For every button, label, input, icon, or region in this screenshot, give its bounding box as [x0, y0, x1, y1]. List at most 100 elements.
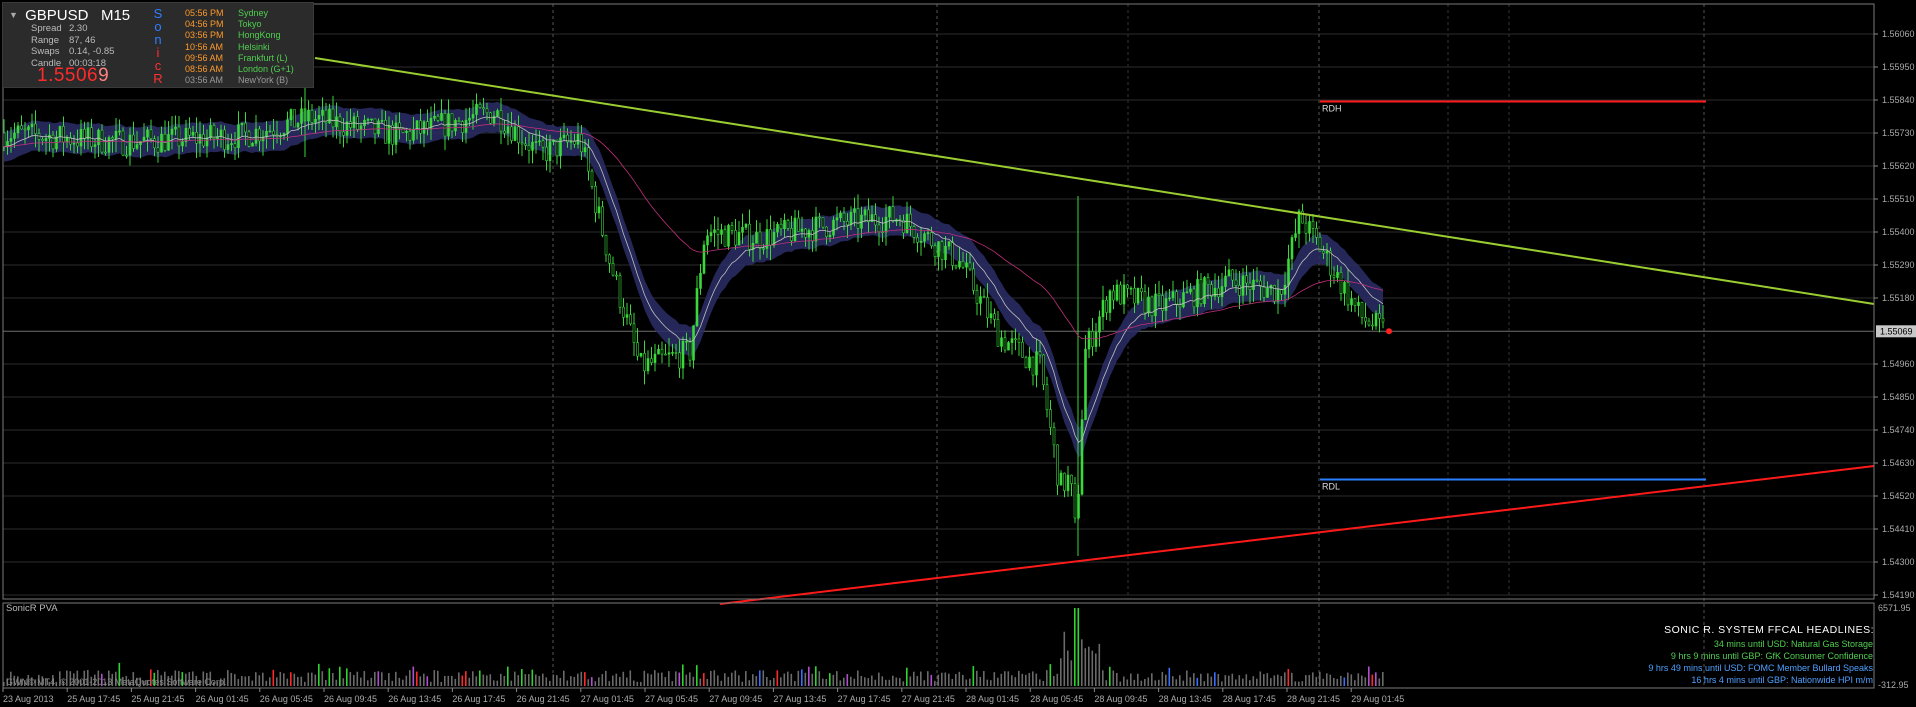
volume-bar	[318, 663, 320, 686]
volume-bar	[549, 680, 551, 686]
volume-bar	[818, 671, 821, 686]
candle-body	[1241, 275, 1245, 296]
candle-body	[188, 127, 191, 136]
candle-body	[643, 353, 646, 372]
volume-bar	[1266, 673, 1269, 686]
candle-body	[1301, 210, 1304, 224]
volume-bar	[269, 677, 271, 686]
volume-bar	[811, 673, 814, 686]
volume-bar	[409, 670, 411, 686]
volume-bar	[230, 672, 233, 686]
volume-bar	[1308, 675, 1311, 686]
volume-bar	[615, 673, 618, 686]
volume-bar	[1228, 675, 1230, 686]
volume-bar	[969, 678, 971, 686]
headline-item: 34 mins until USD: Natural Gas Storage	[1713, 639, 1873, 649]
candle-body	[93, 144, 97, 147]
candle-body	[90, 127, 93, 147]
candle-body	[1322, 250, 1325, 254]
candle-body	[699, 272, 702, 289]
volume-bar	[979, 676, 982, 686]
volume-bar	[797, 670, 800, 686]
volume-bar	[1109, 666, 1111, 686]
volume-bar	[1179, 675, 1181, 686]
candle-body	[709, 232, 713, 237]
volume-bar	[692, 676, 695, 686]
candle-body	[464, 119, 468, 133]
volume-bar	[108, 670, 110, 686]
candle-body	[545, 146, 548, 161]
volume-bar	[1280, 676, 1283, 686]
candle-body	[646, 358, 650, 372]
volume-bar	[1105, 680, 1108, 686]
candle-body	[986, 297, 989, 319]
candle-body	[482, 107, 485, 110]
volume-bar	[437, 670, 439, 686]
candle-body	[681, 340, 685, 369]
candle-body	[198, 134, 202, 144]
volume-bar	[1116, 672, 1118, 686]
candle-body	[1133, 287, 1136, 304]
volume-bar	[1361, 675, 1363, 686]
candle-body	[1056, 444, 1059, 486]
candle-body	[1276, 289, 1280, 302]
volume-bar	[202, 671, 205, 686]
volume-bar	[1102, 670, 1104, 686]
sonic-letter: n	[154, 32, 162, 47]
volume-bar	[1193, 673, 1195, 686]
volume-bar	[1287, 669, 1290, 686]
candle-body	[34, 123, 37, 134]
session-time: 08:56 AM	[185, 64, 224, 75]
candle-body	[608, 254, 611, 264]
candle-body	[415, 120, 419, 130]
volume-bar	[1186, 670, 1188, 686]
volume-bar	[965, 679, 968, 686]
volume-bar	[356, 671, 359, 686]
volume-bar	[178, 671, 180, 686]
candle-body	[674, 352, 678, 354]
volume-bar	[209, 671, 212, 686]
volume-bar	[1326, 673, 1328, 686]
candle-body	[776, 223, 779, 233]
spread-value: 2.30	[69, 23, 88, 34]
candle-body	[594, 185, 597, 214]
session-name: NewYork (B)	[238, 75, 289, 86]
candle-body	[832, 219, 835, 236]
volume-bar	[745, 671, 747, 686]
volume-bar	[132, 672, 135, 686]
candle-body	[485, 108, 489, 114]
volume-bar	[1158, 679, 1160, 686]
headlines-title: SONIC R. SYSTEM FFCAL HEADLINES:	[1664, 624, 1874, 636]
volume-bar	[255, 672, 257, 686]
volume-bar	[759, 670, 761, 686]
volume-bar	[465, 671, 467, 686]
volume-bar	[1014, 677, 1017, 686]
candle-body	[1021, 341, 1024, 358]
candle-body	[296, 123, 300, 128]
candle-body	[83, 128, 86, 140]
candle-body	[587, 147, 590, 172]
volume-bar	[1137, 673, 1139, 686]
volume-bar	[762, 670, 765, 686]
lower-trendline	[719, 465, 1875, 605]
candle-body	[233, 143, 237, 149]
volume-bar	[87, 670, 89, 686]
volume-bar	[535, 674, 537, 686]
symbol-header[interactable]: ▼ GBPUSD M15	[9, 7, 130, 24]
volume-bar	[1095, 653, 1097, 686]
candle-body	[1259, 280, 1262, 287]
collapse-triangle-icon[interactable]: ▼	[9, 10, 18, 20]
volume-bar	[741, 681, 744, 686]
current-price: 1.55069	[37, 65, 109, 87]
volume-bar	[1028, 672, 1031, 686]
volume-bar	[1305, 675, 1307, 686]
volume-bar	[654, 670, 656, 686]
price-tick-label: 1.55180	[1882, 293, 1915, 303]
candle-body	[1329, 250, 1332, 276]
candle-body	[1063, 472, 1066, 491]
candle-body	[230, 143, 233, 145]
volume-bar	[48, 681, 51, 686]
candle-body	[1231, 269, 1234, 281]
volume-bar	[1123, 676, 1125, 686]
